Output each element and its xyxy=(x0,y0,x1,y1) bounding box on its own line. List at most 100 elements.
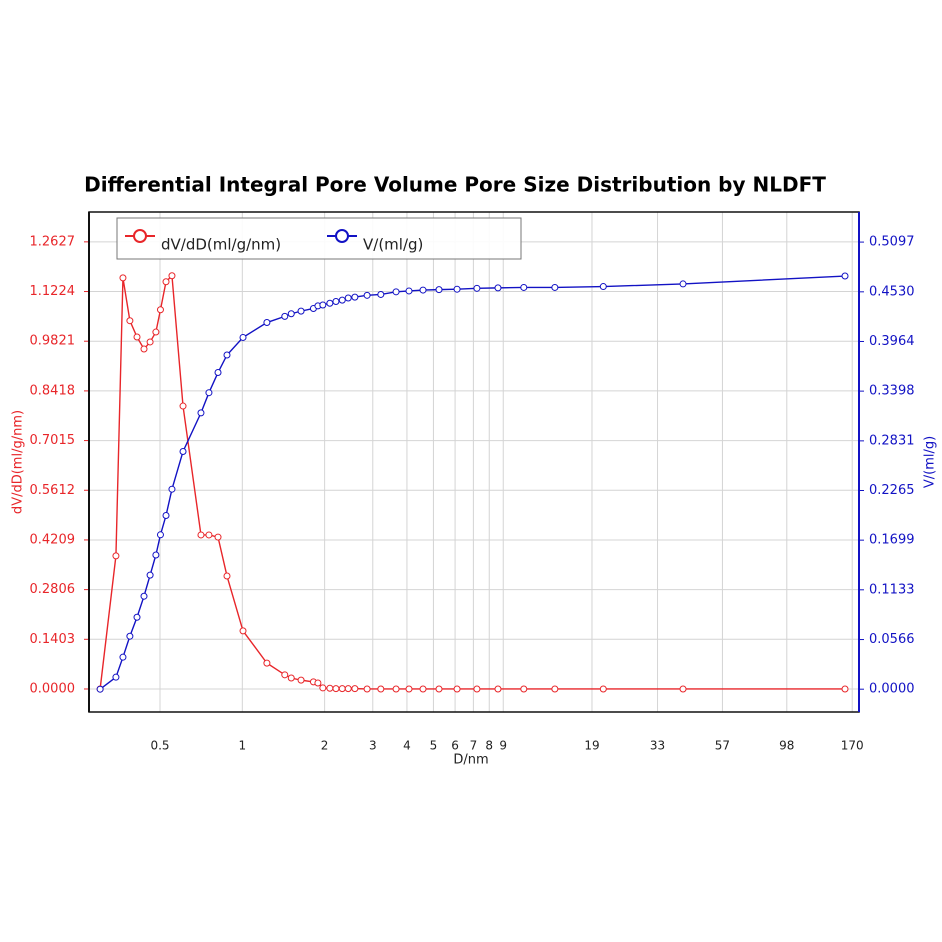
data-point xyxy=(319,301,327,309)
data-point xyxy=(520,283,528,291)
data-point xyxy=(841,272,849,280)
y2-tick-label: 0.2265 xyxy=(869,483,915,498)
data-point xyxy=(599,685,607,693)
x-tick-label: 170 xyxy=(841,739,864,753)
data-point xyxy=(392,685,400,693)
data-point xyxy=(133,613,141,621)
x-tick-label: 1 xyxy=(238,739,246,753)
y-tick-label: 0.0000 xyxy=(30,681,76,696)
data-point xyxy=(146,338,154,346)
data-point xyxy=(162,278,170,286)
y2-tick-label: 0.2831 xyxy=(869,433,915,448)
data-point xyxy=(263,659,271,667)
data-point xyxy=(297,307,305,315)
series-line xyxy=(99,274,846,690)
data-point xyxy=(473,685,481,693)
y2-tick-label: 0.3398 xyxy=(869,384,915,399)
x-tick-label: 9 xyxy=(499,739,507,753)
data-point xyxy=(473,284,481,292)
data-point xyxy=(679,280,687,288)
y-tick-label: 0.4209 xyxy=(30,532,76,547)
data-point xyxy=(197,409,205,417)
data-point xyxy=(363,685,371,693)
x-tick-label: 4 xyxy=(403,739,411,753)
data-point xyxy=(599,283,607,291)
data-point xyxy=(239,333,247,341)
data-point xyxy=(223,351,231,359)
data-point xyxy=(494,685,502,693)
y2-tick-label: 0.4530 xyxy=(869,284,915,299)
y-tick-label: 0.1403 xyxy=(30,632,76,647)
y-tick-label: 0.2806 xyxy=(30,582,76,597)
data-point xyxy=(152,328,160,336)
data-point xyxy=(281,312,289,320)
y2-tick-label: 0.1133 xyxy=(869,582,915,597)
data-point xyxy=(119,653,127,661)
x-tick-label: 2 xyxy=(321,739,329,753)
data-point xyxy=(223,572,231,580)
data-point xyxy=(297,676,305,684)
y2-tick-label: 0.5097 xyxy=(869,235,915,250)
data-point xyxy=(140,592,148,600)
x-tick-label: 6 xyxy=(451,739,459,753)
x-tick-label: 8 xyxy=(485,739,493,753)
y-tick-label: 1.1224 xyxy=(30,284,76,299)
data-point xyxy=(338,685,346,693)
data-point xyxy=(146,571,154,579)
x-tick-label: 7 xyxy=(470,739,478,753)
data-point xyxy=(156,306,164,314)
data-point xyxy=(435,286,443,294)
data-point xyxy=(126,317,134,325)
data-point xyxy=(205,389,213,397)
data-point xyxy=(168,272,176,280)
data-point xyxy=(152,551,160,559)
data-point xyxy=(326,299,334,307)
data-point xyxy=(551,685,559,693)
data-point xyxy=(841,685,849,693)
data-point xyxy=(419,286,427,294)
data-point xyxy=(332,685,340,693)
data-point xyxy=(162,512,170,520)
data-point xyxy=(419,685,427,693)
x-tick-label: 19 xyxy=(584,739,599,753)
data-point xyxy=(377,685,385,693)
y-tick-label: 1.2627 xyxy=(30,234,76,249)
data-point xyxy=(405,287,413,295)
data-point xyxy=(351,685,359,693)
data-point xyxy=(392,288,400,296)
chart-title: Differential Integral Pore Volume Pore S… xyxy=(84,173,826,197)
data-point xyxy=(112,552,120,560)
y2-tick-label: 0.0000 xyxy=(869,682,915,697)
data-point xyxy=(287,674,295,682)
data-point xyxy=(344,685,352,693)
data-point xyxy=(179,402,187,410)
data-point xyxy=(96,685,104,693)
data-point xyxy=(344,294,352,302)
data-point xyxy=(179,447,187,455)
data-point xyxy=(551,283,559,291)
data-point xyxy=(156,531,164,539)
data-point xyxy=(214,369,222,377)
data-point xyxy=(405,685,413,693)
legend-label: dV/dD(ml/g/nm) xyxy=(161,236,281,254)
data-point xyxy=(263,319,271,327)
legend-marker xyxy=(335,229,349,243)
data-point xyxy=(520,685,528,693)
y-axis-label: dV/dD(ml/g/nm) xyxy=(11,410,26,514)
x-tick-label: 57 xyxy=(715,739,730,753)
y2-tick-label: 0.1699 xyxy=(869,533,915,548)
data-point xyxy=(205,531,213,539)
y-tick-label: 0.5612 xyxy=(30,483,76,498)
data-point xyxy=(126,632,134,640)
series-line xyxy=(99,275,846,690)
data-point xyxy=(119,274,127,282)
x-tick-label: 3 xyxy=(369,739,377,753)
y2-axis-label: V/(ml/g) xyxy=(923,436,938,488)
data-point xyxy=(363,291,371,299)
data-point xyxy=(494,284,502,292)
y-tick-label: 0.7015 xyxy=(30,433,76,448)
data-point xyxy=(314,679,322,687)
x-tick-label: 5 xyxy=(430,739,438,753)
data-point xyxy=(351,293,359,301)
